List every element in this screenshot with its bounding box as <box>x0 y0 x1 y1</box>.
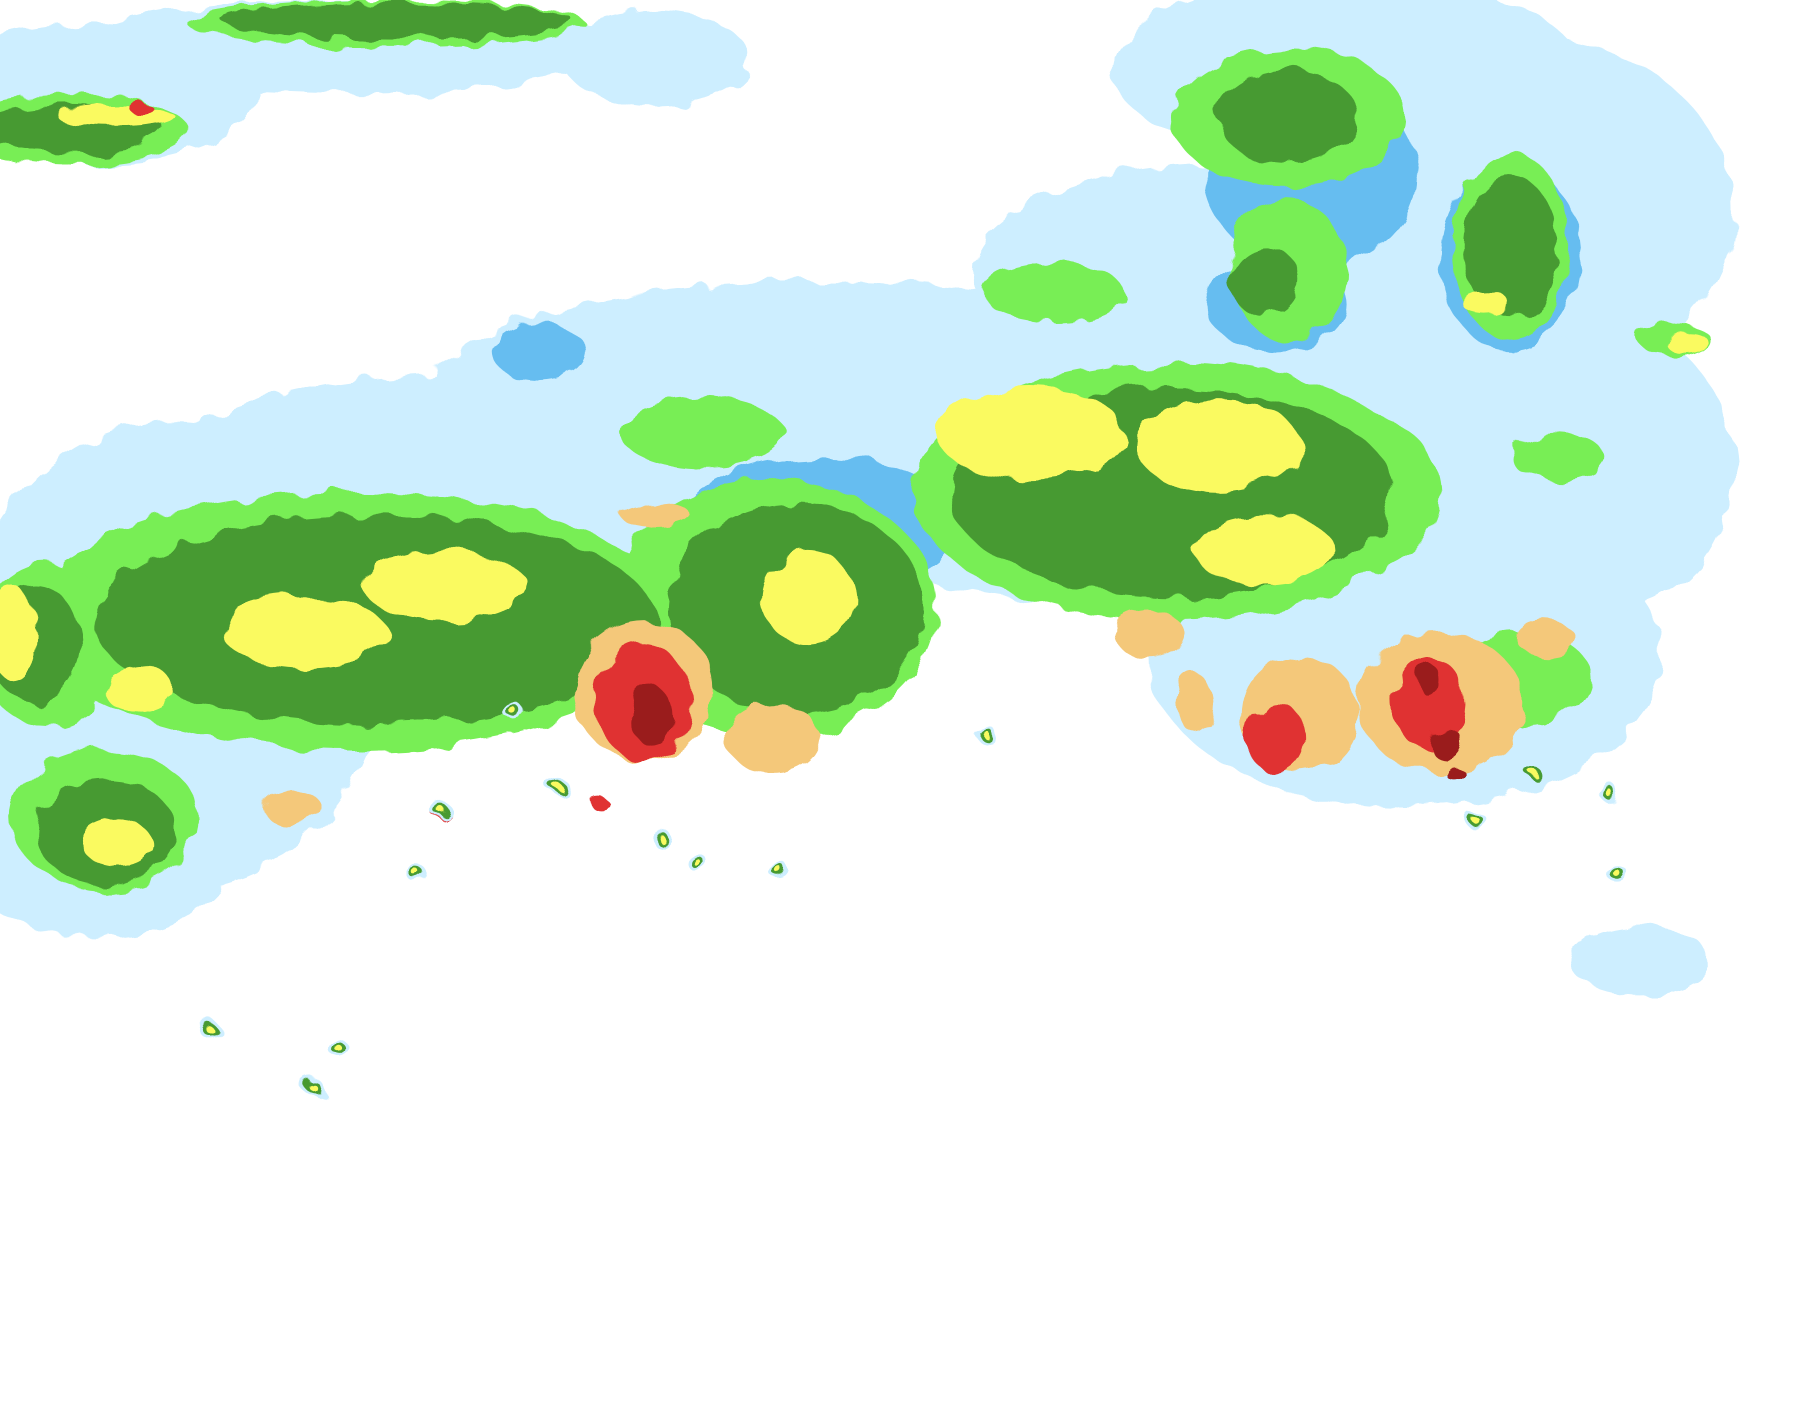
precip-cell-level-2 <box>620 398 785 469</box>
precip-cell-level-3 <box>1229 245 1300 317</box>
precip-cell-level-4 <box>1135 398 1300 492</box>
precip-cell-level-4 <box>363 550 527 621</box>
shower-cell <box>1530 769 1538 777</box>
precip-cell-level-1 <box>491 322 586 381</box>
precip-cell-level-0 <box>1569 925 1710 996</box>
shower-cell <box>980 728 988 736</box>
precipitation-layers <box>0 0 1734 1095</box>
precip-cell-level-7 <box>1419 662 1438 696</box>
precip-cell-level-5 <box>1516 620 1575 656</box>
precip-cell-level-4 <box>1665 330 1708 354</box>
precip-cell-level-5 <box>1112 608 1183 656</box>
shower-cell <box>309 1083 317 1091</box>
shower-cell <box>774 865 782 873</box>
shower-cell <box>1471 816 1479 824</box>
shower-cell <box>435 804 443 812</box>
precip-cell-level-6 <box>1393 655 1464 750</box>
precip-cell-level-6 <box>1247 702 1306 773</box>
precip-cell-level-2 <box>1510 433 1605 481</box>
precip-cell-level-5 <box>1176 673 1212 732</box>
precip-cell-level-5 <box>263 790 323 826</box>
precip-cell-level-6 <box>587 795 607 807</box>
precip-cell-level-7 <box>1429 727 1463 761</box>
precip-cell-level-7 <box>1444 765 1464 780</box>
precip-cell-level-7 <box>628 685 671 744</box>
precip-cell-level-0 <box>1381 456 1663 645</box>
precip-cell-level-4 <box>105 667 176 715</box>
precip-cell-level-6 <box>128 101 153 114</box>
precip-cell-level-5 <box>620 503 691 527</box>
precip-cell-level-3 <box>1217 70 1359 164</box>
shower-cell <box>552 781 560 789</box>
precip-cell-level-4 <box>761 550 855 645</box>
precip-cell-level-4 <box>936 386 1125 481</box>
precip-cell-level-0 <box>562 11 750 106</box>
precip-cell-level-5 <box>726 702 820 773</box>
shower-cell <box>1612 868 1620 876</box>
shower-cell <box>204 1024 212 1032</box>
precip-cell-level-3 <box>1463 175 1558 317</box>
shower-cell <box>332 1042 340 1050</box>
shower-cell <box>695 860 703 868</box>
precip-cell-level-4 <box>58 105 176 129</box>
shower-cell <box>1604 788 1612 796</box>
shower-cell <box>508 706 516 714</box>
precip-cell-level-4 <box>1194 515 1335 586</box>
precip-cell-level-4 <box>1463 292 1511 317</box>
shower-cell <box>658 834 666 842</box>
shower-cell <box>412 868 420 876</box>
precip-cell-level-4 <box>0 585 36 680</box>
precip-cell-level-4 <box>81 819 153 867</box>
precip-cell-level-2 <box>983 263 1125 323</box>
precip-cell-level-3 <box>222 3 574 39</box>
precip-cell-level-4 <box>222 597 387 668</box>
